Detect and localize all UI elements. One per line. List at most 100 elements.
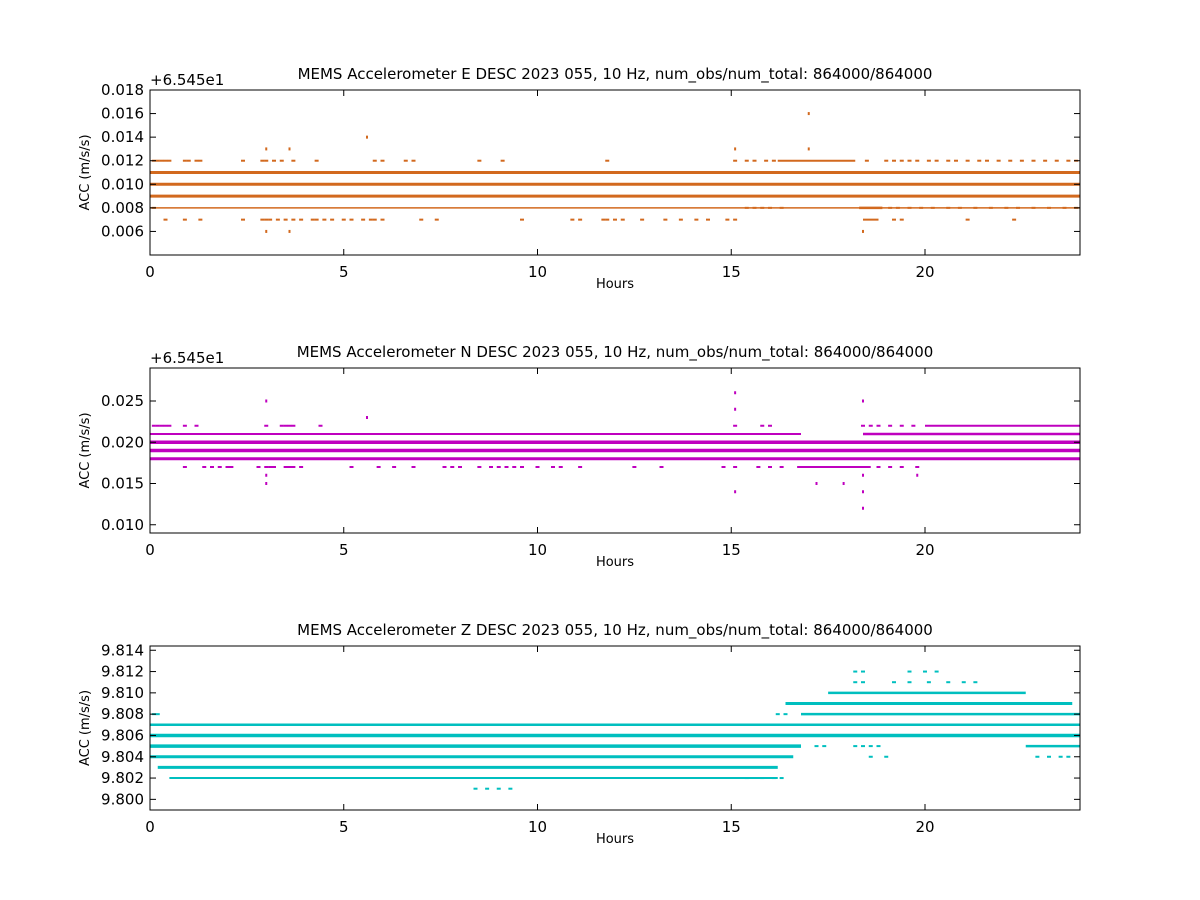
data-point <box>179 723 183 726</box>
data-point <box>861 681 865 684</box>
data-point <box>864 159 869 162</box>
data-point <box>861 745 865 748</box>
data-point <box>1019 159 1024 162</box>
outlier-point <box>366 135 368 139</box>
data-point <box>985 159 989 162</box>
data-point <box>380 723 385 726</box>
outlier-point <box>734 147 737 151</box>
data-point <box>888 206 893 209</box>
data-point <box>566 723 571 726</box>
data-point <box>415 723 420 726</box>
chart-panel-1: MEMS Accelerometer E DESC 2023 055, 10 H… <box>78 65 1081 292</box>
data-point <box>411 159 416 162</box>
data-point <box>194 723 199 726</box>
data-point <box>349 218 354 221</box>
y-tick-label: 0.012 <box>101 152 144 170</box>
plot-frame <box>149 645 1081 811</box>
data-point <box>853 745 858 748</box>
data-point <box>163 159 168 162</box>
data-point <box>640 218 645 221</box>
data-point <box>1031 206 1036 209</box>
data-point <box>768 466 772 468</box>
data-point <box>895 206 900 209</box>
y-axis-label: ACC (m/s/s) <box>78 690 93 766</box>
data-point <box>771 777 776 780</box>
x-tick-label: 0 <box>145 263 155 281</box>
y-tick-label: 0.015 <box>101 475 144 493</box>
outlier-point <box>807 147 810 151</box>
data-point <box>198 218 203 221</box>
data-point <box>279 159 284 162</box>
data-point <box>632 466 637 468</box>
data-point <box>582 723 586 726</box>
data-point <box>733 218 738 221</box>
data-point <box>260 159 265 162</box>
data-point <box>760 424 765 427</box>
data-point <box>1016 206 1020 209</box>
data-point <box>907 159 912 162</box>
data-point <box>275 723 280 726</box>
data-point <box>264 424 269 427</box>
data-point <box>1031 159 1036 162</box>
data-point <box>225 723 230 726</box>
x-tick-label: 5 <box>339 541 349 559</box>
data-point <box>496 466 501 468</box>
data-point <box>318 424 323 427</box>
data-point <box>721 466 726 468</box>
data-point <box>861 670 865 673</box>
data-point <box>419 218 424 221</box>
y-tick-label: 9.804 <box>101 748 144 766</box>
plot-frame <box>149 367 1081 534</box>
data-point <box>868 745 873 748</box>
data-point <box>973 681 978 684</box>
data-point <box>946 681 951 684</box>
data-point <box>322 218 327 221</box>
data-point <box>275 218 280 221</box>
data-point <box>210 723 214 726</box>
outlier-point <box>734 391 737 395</box>
y-tick-label: 0.025 <box>101 392 144 410</box>
data-point <box>996 159 1001 162</box>
data-point <box>442 723 447 726</box>
data-point <box>182 159 187 162</box>
data-point <box>380 159 385 162</box>
data-point <box>868 755 873 758</box>
data-point <box>268 218 273 221</box>
data-point <box>771 159 776 162</box>
data-point <box>752 206 757 209</box>
data-point <box>504 466 509 468</box>
data-layer <box>150 670 1080 790</box>
data-point <box>884 159 889 162</box>
data-point <box>721 723 726 726</box>
data-point <box>430 723 435 726</box>
data-point <box>535 723 540 726</box>
chart-title: MEMS Accelerometer E DESC 2023 055, 10 H… <box>298 65 933 84</box>
data-point <box>434 218 439 221</box>
data-point <box>392 466 397 468</box>
data-point <box>380 218 385 221</box>
data-point <box>779 206 784 209</box>
data-point <box>512 466 517 468</box>
data-point <box>605 218 610 221</box>
data-point <box>876 745 881 748</box>
data-point <box>500 723 505 726</box>
data-point <box>892 159 896 162</box>
data-point <box>287 466 292 468</box>
data-point <box>678 218 683 221</box>
y-tick-label: 0.014 <box>101 128 144 146</box>
data-point <box>888 424 893 427</box>
y-tick-label: 9.808 <box>101 705 144 723</box>
y-tick-label: 9.810 <box>101 684 144 702</box>
data-point <box>779 777 784 780</box>
outlier-point <box>734 490 737 494</box>
data-point <box>535 466 540 468</box>
data-point <box>744 159 749 162</box>
data-point <box>876 424 881 427</box>
y-tick-label: 0.018 <box>101 81 144 99</box>
data-point <box>675 723 679 726</box>
data-point <box>663 218 668 221</box>
data-point <box>628 723 633 726</box>
data-point <box>768 424 772 427</box>
data-point <box>694 218 699 221</box>
data-point <box>248 723 253 726</box>
